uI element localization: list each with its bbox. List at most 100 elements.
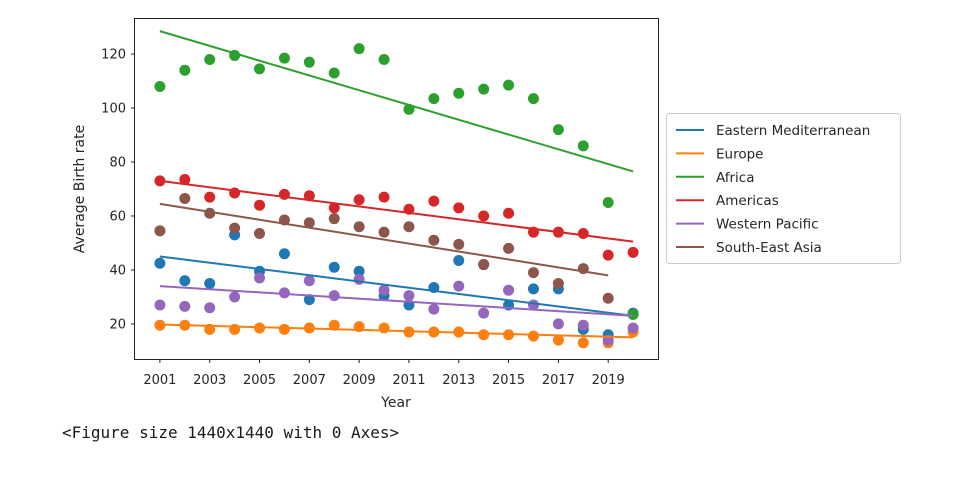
trend-line-africa	[159, 30, 634, 173]
legend: Eastern Mediterranean Europe Africa America…	[666, 113, 901, 264]
x-tick-label: 2017	[542, 373, 575, 388]
data-point	[478, 83, 490, 95]
data-point	[552, 334, 564, 346]
series-europe-points	[154, 319, 639, 349]
data-point	[154, 299, 166, 311]
data-point	[627, 308, 639, 320]
series-africa-points	[154, 43, 639, 320]
plot-area	[154, 30, 639, 349]
y-tick-label: 100	[101, 102, 126, 117]
data-point	[577, 337, 589, 349]
data-point	[353, 43, 365, 55]
chart: 2001 2003 2005 2007 2009 2011 2013 2015 2017 2019…	[72, 18, 901, 411]
data-point	[353, 273, 365, 285]
x-tick-label: 2011	[392, 373, 425, 388]
legend-label: Western Pacific	[716, 217, 819, 233]
data-point	[478, 210, 490, 222]
data-point	[179, 192, 191, 204]
data-point	[303, 275, 315, 287]
data-point	[254, 63, 266, 75]
data-point	[278, 287, 290, 299]
data-point	[154, 257, 166, 269]
data-point	[328, 67, 340, 79]
data-point	[204, 191, 216, 203]
data-point	[378, 322, 390, 334]
data-point	[378, 191, 390, 203]
data-point	[303, 217, 315, 229]
y-tick-label: 20	[109, 317, 126, 332]
data-point	[453, 202, 465, 214]
series-americas-points	[154, 174, 639, 261]
data-point	[278, 248, 290, 260]
x-tick-label: 2001	[143, 373, 176, 388]
data-point	[378, 53, 390, 65]
data-point	[478, 329, 490, 341]
data-point	[478, 259, 490, 271]
data-point	[627, 322, 639, 334]
data-point	[254, 272, 266, 284]
data-point	[527, 283, 539, 295]
data-point	[328, 319, 340, 331]
x-axis: 2001 2003 2005 2007 2009 2011 2013 2015 2017 2019	[143, 359, 625, 388]
series-eastern-mediterranean-points	[154, 229, 639, 341]
data-point	[602, 292, 614, 304]
data-point	[179, 300, 191, 312]
data-point	[278, 52, 290, 64]
data-point	[154, 225, 166, 237]
data-point	[453, 238, 465, 250]
x-tick-label: 2013	[442, 373, 475, 388]
y-tick-label: 40	[109, 263, 126, 278]
data-point	[328, 202, 340, 214]
data-point	[503, 284, 515, 296]
y-tick-label: 120	[101, 48, 126, 63]
data-point	[552, 277, 564, 289]
data-point	[328, 213, 340, 225]
data-point	[478, 307, 490, 319]
data-point	[453, 255, 465, 267]
trend-line-western-pacific	[159, 285, 634, 317]
legend-label: Americas	[716, 193, 779, 209]
legend-item-eastern-mediterranean: Eastern Mediterranean	[676, 123, 870, 139]
legend-item-americas: Americas	[676, 193, 779, 209]
data-point	[503, 79, 515, 91]
y-tick-label: 60	[109, 209, 126, 224]
data-point	[179, 275, 191, 287]
legend-label: Africa	[716, 170, 755, 186]
data-point	[303, 294, 315, 306]
axes-frame	[134, 18, 659, 360]
x-tick-label: 2009	[343, 373, 376, 388]
data-point	[378, 226, 390, 238]
data-point	[303, 56, 315, 68]
trend-line-americas	[159, 179, 634, 243]
y-axis: 20 40 60 80 100 120	[101, 48, 135, 332]
cell-output-text: <Figure size 1440x1440 with 0 Axes>	[62, 423, 400, 442]
series-western-pacific-points	[154, 272, 639, 346]
data-point	[278, 323, 290, 335]
y-axis-title: Average Birth rate	[72, 125, 88, 253]
data-point	[179, 64, 191, 76]
trend-line-south-east-asia	[159, 202, 609, 277]
data-point	[328, 261, 340, 273]
x-tick-label: 2019	[592, 373, 625, 388]
data-point	[303, 190, 315, 202]
data-point	[254, 228, 266, 240]
data-point	[204, 302, 216, 314]
y-tick-label: 80	[109, 156, 126, 171]
data-point	[179, 174, 191, 186]
data-point	[428, 93, 440, 105]
x-axis-title: Year	[380, 395, 411, 411]
legend-box	[666, 113, 901, 264]
data-point	[503, 242, 515, 254]
data-point	[577, 319, 589, 331]
trend-line-eastern-mediterranean	[159, 255, 634, 317]
legend-item-europe: Europe	[676, 146, 763, 162]
data-point	[602, 249, 614, 261]
data-point	[403, 221, 415, 233]
trend-line-europe	[159, 323, 634, 339]
x-tick-label: 2007	[293, 373, 326, 388]
data-point	[328, 290, 340, 302]
data-point	[602, 196, 614, 208]
data-point	[353, 265, 365, 277]
data-point	[154, 80, 166, 92]
data-point	[503, 207, 515, 219]
